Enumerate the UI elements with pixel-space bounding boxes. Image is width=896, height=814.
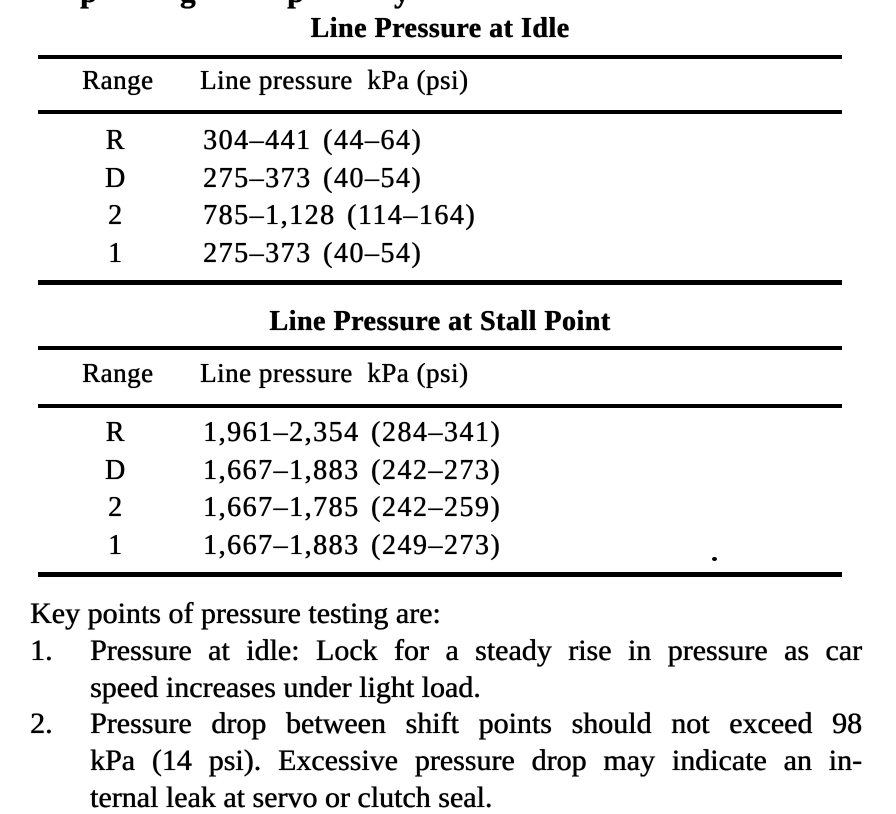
notes-intro: Key points of pressure testing are:	[30, 597, 441, 630]
pressure-cell: 275–373 (40–54)	[203, 163, 423, 194]
pressure-cell: 1,961–2,354 (284–341)	[203, 417, 502, 448]
horizontal-rule	[38, 404, 842, 408]
pressure-cell: 1,667–1,883 (249–273)	[203, 530, 502, 561]
list-item-number: 2.	[30, 707, 53, 740]
range-cell: R	[105, 125, 125, 156]
cut-off-text-fragment: g	[180, 0, 220, 9]
column-header-range: Range	[82, 358, 154, 388]
pressure-cell: 1,667–1,785 (242–259)	[203, 492, 502, 523]
table-title-stall-point: Line Pressure at Stall Point	[269, 306, 611, 337]
pressure-cell: 785–1,128 (114–164)	[203, 200, 477, 231]
list-item-line: kPa (14 psi). Excessive pressure drop ma…	[90, 744, 862, 777]
horizontal-rule	[38, 572, 842, 577]
horizontal-rule	[38, 110, 842, 114]
pressure-cell: 304–441 (44–64)	[203, 125, 423, 156]
pressure-cell: 1,667–1,883 (242–273)	[203, 455, 502, 486]
range-cell: 1	[108, 238, 122, 269]
range-cell: D	[104, 163, 126, 194]
table-title-idle: Line Pressure at Idle	[310, 13, 570, 44]
list-item-line: Pressure drop between shift points shoul…	[90, 707, 862, 740]
list-item-line: Pressure at idle: Lock for a steady rise…	[90, 634, 862, 667]
list-item-line: speed increases under light load.	[90, 671, 481, 704]
fragment-letter: p	[80, 0, 97, 7]
pressure-cell: 275–373 (40–54)	[203, 238, 423, 269]
horizontal-rule	[38, 280, 842, 285]
cut-off-text-fragment: p	[287, 0, 327, 9]
fragment-letter: g	[180, 0, 196, 7]
range-cell: 2	[108, 492, 122, 523]
list-item-number: 1.	[30, 634, 53, 667]
horizontal-rule	[38, 55, 842, 59]
range-cell: 1	[108, 530, 122, 561]
list-item-line: ternal leak at servo or clutch seal.	[90, 781, 493, 814]
scan-artifact-dot	[712, 557, 717, 561]
column-header-pressure: Line pressure kPa (psi)	[200, 358, 469, 388]
column-header-pressure: Line pressure kPa (psi)	[200, 65, 469, 95]
range-cell: R	[105, 417, 125, 448]
horizontal-rule	[38, 346, 842, 350]
fragment-letter: y	[394, 0, 410, 7]
fragment-letter: p	[287, 0, 304, 7]
cut-off-text-fragment: y	[394, 0, 434, 9]
cut-off-text-fragment: p	[80, 0, 120, 9]
range-cell: D	[104, 455, 126, 486]
range-cell: 2	[108, 200, 122, 231]
column-header-range: Range	[82, 65, 154, 95]
